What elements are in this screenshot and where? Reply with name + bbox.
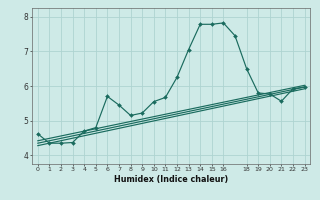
X-axis label: Humidex (Indice chaleur): Humidex (Indice chaleur) bbox=[114, 175, 228, 184]
